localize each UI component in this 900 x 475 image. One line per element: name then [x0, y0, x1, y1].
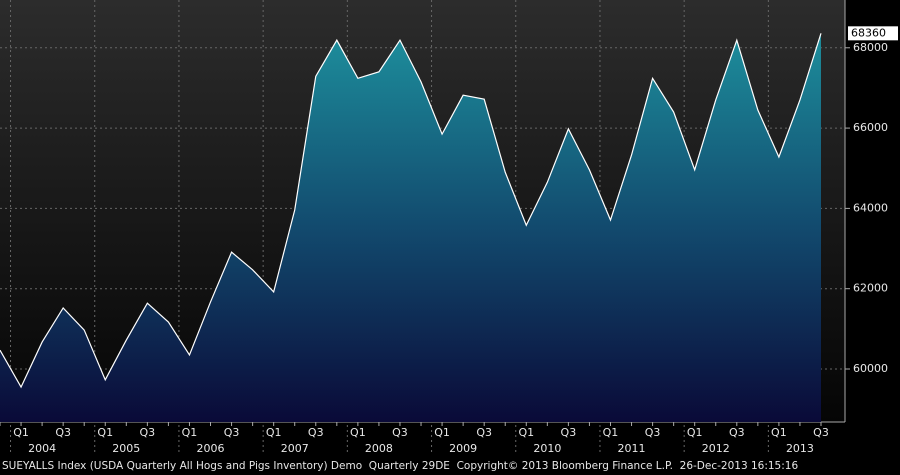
x-tick-label: Q1: [518, 426, 534, 439]
x-tick-label: Q1: [687, 426, 703, 439]
x-group-label: 2007: [281, 442, 309, 455]
footer: SUEYALLS Index (USDA Quarterly All Hogs …: [2, 460, 798, 472]
x-tick-label: Q1: [434, 426, 450, 439]
x-tick-label: Q3: [140, 426, 156, 439]
y-tick-label: 64000: [853, 201, 888, 214]
x-tick-label: Q3: [476, 426, 492, 439]
y-tick-label: 68000: [853, 41, 888, 54]
axis-background: [845, 0, 900, 422]
x-tick-label: Q1: [771, 426, 787, 439]
x-tick-label: Q3: [224, 426, 240, 439]
last-value-box: [848, 26, 898, 41]
x-tick-label: Q1: [350, 426, 366, 439]
x-tick-label: Q1: [97, 426, 113, 439]
last-value-label: 68360: [851, 26, 886, 39]
x-tick-label: Q1: [13, 426, 29, 439]
area: [0, 33, 821, 422]
x-group-label: 2006: [197, 442, 225, 455]
x-tick-label: Q3: [813, 426, 829, 439]
x-group-label: 2010: [533, 442, 561, 455]
x-tick-label: Q3: [392, 426, 408, 439]
x-group-label: 2008: [365, 442, 393, 455]
x-tick-label: Q3: [561, 426, 577, 439]
x-group-label: 2009: [449, 442, 477, 455]
x-tick-label: Q1: [603, 426, 619, 439]
line: [0, 33, 822, 389]
y-tick-label: 66000: [853, 121, 888, 134]
y-tick-label: 60000: [853, 362, 888, 375]
x-group-label: 2004: [28, 442, 56, 455]
y-tick-label: 62000: [853, 282, 888, 295]
x-tick-label: Q3: [308, 426, 324, 439]
x-group-label: 2013: [786, 442, 814, 455]
x-group-label: 2011: [618, 442, 646, 455]
x-group-label: 2012: [702, 442, 730, 455]
x-tick-label: Q1: [266, 426, 282, 439]
x-tick-label: Q1: [182, 426, 198, 439]
x-group-label: 2005: [112, 442, 140, 455]
x-tick-label: Q3: [645, 426, 661, 439]
x-tick-label: Q3: [55, 426, 71, 439]
x-tick-label: Q3: [729, 426, 745, 439]
